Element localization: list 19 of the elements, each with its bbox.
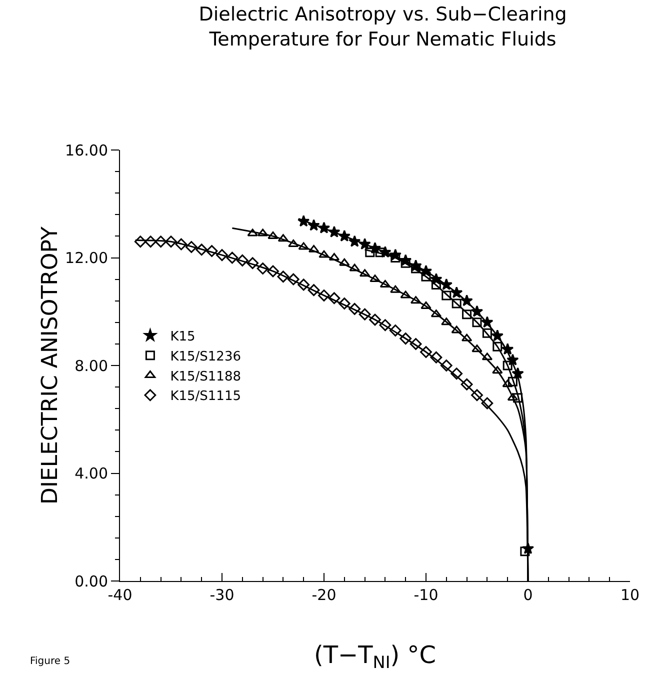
y-axis-title: DIELECTRIC ANISOTROPY: [38, 226, 64, 504]
x-tick-label: -10: [414, 586, 438, 604]
y-tick-label: 12.00: [65, 249, 108, 267]
legend-label: K15/S1115: [170, 389, 241, 404]
caption: Figure 5: [30, 656, 70, 667]
x-tick-label: 0: [523, 586, 533, 604]
legend-label: K15: [170, 330, 196, 345]
y-tick-label: 16.00: [65, 141, 108, 160]
x-tick-label: -20: [312, 586, 336, 604]
y-tick-label: 4.00: [74, 464, 108, 482]
x-tick-label: -40: [108, 586, 132, 604]
y-tick-label: 8.00: [74, 356, 108, 375]
legend-label: K15/S1236: [170, 349, 241, 364]
x-tick-label: -30: [210, 586, 234, 604]
x-axis-title: (T−T$_{NI}$) °C: [314, 641, 436, 672]
chart-title: Dielectric Anisotropy vs. Sub−Clearing Temperature for Four Nematic Fluids: [198, 4, 567, 50]
x-tick-label: 10: [620, 586, 640, 604]
legend-label: K15/S1188: [170, 369, 241, 384]
y-tick-label: 0.00: [74, 572, 108, 590]
